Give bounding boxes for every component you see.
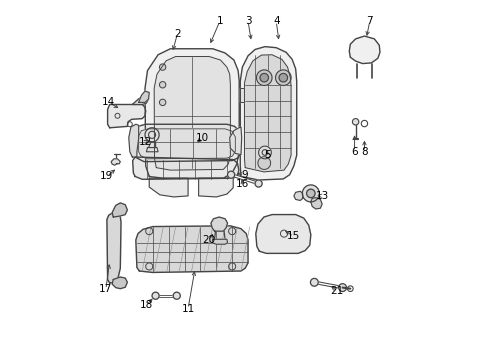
Circle shape [257,157,270,170]
Polygon shape [139,129,235,159]
Circle shape [256,70,271,85]
Polygon shape [112,277,127,289]
Polygon shape [139,91,149,102]
Polygon shape [310,198,322,209]
Circle shape [145,128,159,142]
Polygon shape [210,217,227,231]
Circle shape [159,82,165,88]
Polygon shape [212,239,227,244]
Circle shape [310,278,318,286]
Text: 21: 21 [329,286,343,296]
Text: 14: 14 [102,98,115,107]
Text: 2: 2 [174,28,181,39]
Circle shape [352,118,358,125]
Circle shape [260,73,268,82]
Circle shape [159,99,165,105]
Polygon shape [240,47,296,180]
Circle shape [255,180,262,187]
Text: 5: 5 [264,150,270,160]
Text: 12: 12 [138,137,151,147]
Polygon shape [198,178,233,197]
Text: 1: 1 [216,16,223,26]
Polygon shape [145,49,239,178]
Text: 6: 6 [350,147,357,157]
Polygon shape [136,226,247,273]
Circle shape [227,171,234,178]
Polygon shape [112,203,127,217]
Circle shape [338,284,346,292]
Circle shape [258,146,271,159]
Polygon shape [132,157,238,179]
Text: 13: 13 [315,191,328,201]
Text: 3: 3 [244,16,251,26]
Text: 11: 11 [181,304,194,314]
Text: 4: 4 [272,16,279,26]
Polygon shape [229,127,241,154]
Text: 18: 18 [140,300,153,310]
Polygon shape [244,55,290,172]
Text: 7: 7 [366,16,372,26]
Polygon shape [255,215,310,253]
Circle shape [306,189,314,198]
Circle shape [148,131,155,138]
Text: 16: 16 [236,179,249,189]
Polygon shape [132,124,241,162]
Text: 8: 8 [361,147,367,157]
Text: 17: 17 [99,284,112,294]
Text: 15: 15 [286,231,300,242]
Polygon shape [107,212,121,283]
Text: 19: 19 [100,171,113,181]
Circle shape [173,292,180,299]
Text: 9: 9 [241,170,247,180]
Circle shape [275,70,290,85]
Circle shape [152,292,159,299]
Polygon shape [148,142,155,148]
Circle shape [159,64,165,70]
Polygon shape [240,88,244,102]
Polygon shape [132,95,148,104]
Polygon shape [348,36,379,64]
Polygon shape [154,57,230,170]
Circle shape [302,185,319,202]
Polygon shape [107,104,145,128]
Polygon shape [149,178,188,197]
Polygon shape [146,148,158,152]
Polygon shape [111,159,120,165]
Text: 10: 10 [195,133,208,143]
Polygon shape [128,124,139,157]
Text: 20: 20 [202,235,215,245]
Circle shape [279,73,287,82]
Polygon shape [293,191,302,201]
